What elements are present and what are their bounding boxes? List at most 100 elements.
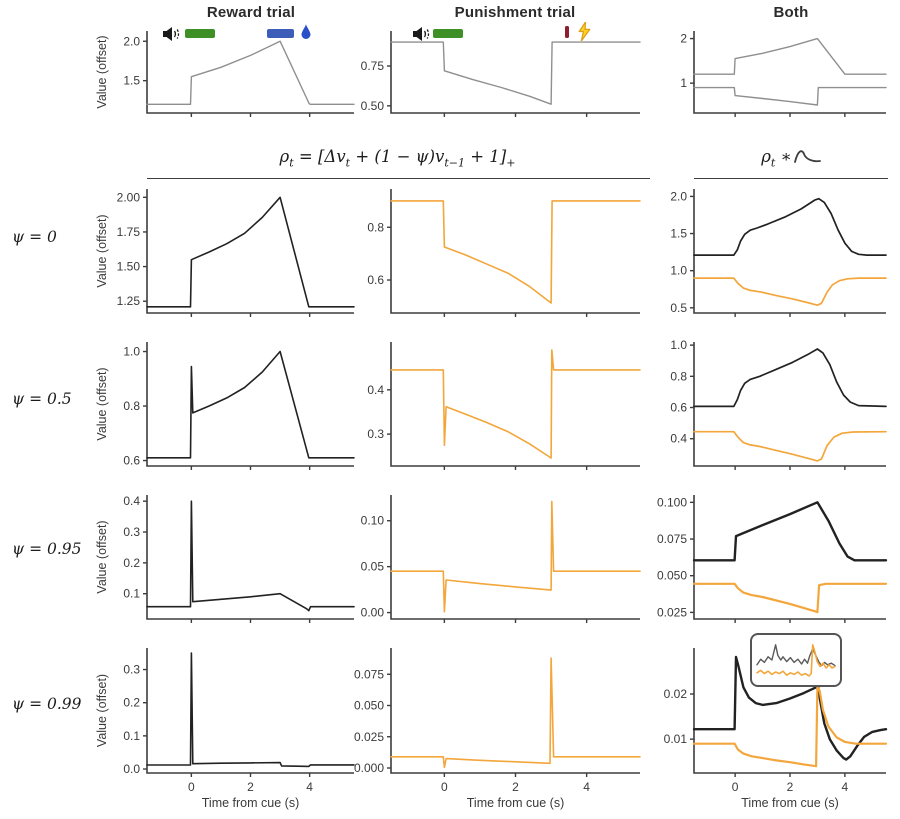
svg-text:1.25: 1.25 [117, 294, 141, 308]
svg-text:0.075: 0.075 [354, 667, 384, 681]
lightning-icon [577, 21, 592, 46]
svg-text:0.050: 0.050 [657, 569, 687, 583]
svg-text:2.00: 2.00 [117, 190, 141, 204]
svg-text:0.100: 0.100 [657, 495, 687, 509]
plot-psi0-punishment: 0.8 0.6 [345, 183, 650, 325]
row-label-psi-0.95: ψ = 0.95 [12, 540, 82, 558]
svg-text:0.4: 0.4 [367, 383, 384, 397]
svg-text:0.3: 0.3 [367, 427, 384, 441]
svg-text:0: 0 [732, 780, 739, 794]
column-title-reward: Reward trial [206, 4, 296, 21]
svg-text:0.1: 0.1 [123, 587, 140, 601]
row-label-psi-0.99: ψ = 0.99 [12, 695, 82, 713]
plot-psi095-both: 0.100 0.075 0.050 0.025 [637, 489, 890, 631]
reward-delivery-bar-blue [267, 29, 294, 38]
svg-text:0.025: 0.025 [657, 605, 687, 619]
kernel-curve-icon [793, 148, 821, 169]
svg-text:0.075: 0.075 [657, 532, 687, 546]
empirical-traces-inset [750, 633, 842, 687]
svg-text:0.2: 0.2 [123, 696, 140, 710]
svg-text:2: 2 [247, 780, 254, 794]
svg-text:Time from cue (s): Time from cue (s) [741, 796, 838, 810]
water-drop-icon [300, 24, 312, 45]
svg-text:4: 4 [306, 780, 313, 794]
svg-text:1.50: 1.50 [117, 260, 141, 274]
speaker-icon [163, 27, 181, 46]
equation-underline [147, 178, 650, 179]
svg-text:0: 0 [188, 780, 195, 794]
svg-text:0.4: 0.4 [123, 494, 140, 508]
svg-text:Value (offset): Value (offset) [95, 367, 109, 440]
speaker-icon [413, 27, 431, 46]
svg-text:Time from cue (s): Time from cue (s) [467, 796, 564, 810]
svg-text:Time from cue (s): Time from cue (s) [202, 796, 299, 810]
svg-text:0.6: 0.6 [367, 273, 384, 287]
svg-text:0.10: 0.10 [361, 514, 385, 528]
kernel-header: ρt ∗ [694, 147, 888, 169]
svg-text:Value (offset): Value (offset) [95, 520, 109, 593]
plot-psi05-punishment: 0.4 0.3 [345, 336, 650, 478]
svg-text:Value (offset): Value (offset) [95, 214, 109, 287]
svg-text:0: 0 [441, 780, 448, 794]
svg-text:1.5: 1.5 [670, 227, 687, 241]
svg-text:0.50: 0.50 [361, 99, 385, 113]
svg-text:0.8: 0.8 [123, 399, 140, 413]
svg-text:1.0: 1.0 [670, 338, 687, 352]
svg-text:0.3: 0.3 [123, 663, 140, 677]
svg-text:0.5: 0.5 [670, 301, 687, 315]
plot-psi095-reward: 0.4 0.3 0.2 0.1 Value (offset) [95, 489, 360, 631]
svg-text:4: 4 [842, 780, 849, 794]
column-title-both: Both [773, 4, 809, 21]
svg-text:1.0: 1.0 [123, 345, 140, 359]
plot-psi099-punishment: 0.075 0.050 0.025 0.000 0 2 4 Time from cue (s) [345, 642, 650, 817]
svg-text:Value (offset): Value (offset) [95, 674, 109, 747]
svg-text:1.75: 1.75 [117, 225, 141, 239]
shock-tick-icon [565, 26, 569, 38]
plot-psi0-reward: 2.00 1.75 1.50 1.25 Value (offset) [95, 183, 360, 325]
svg-text:0.025: 0.025 [354, 730, 384, 744]
rho-equation: ρt = [Δvt + (1 − ψ)vt−1 + 1]+ [279, 147, 516, 170]
svg-text:0.3: 0.3 [123, 525, 140, 539]
svg-text:0.05: 0.05 [361, 560, 385, 574]
plot-psi095-punishment: 0.10 0.05 0.00 [345, 489, 650, 631]
svg-text:4: 4 [583, 780, 590, 794]
svg-text:0.1: 0.1 [123, 729, 140, 743]
svg-text:0.6: 0.6 [670, 401, 687, 415]
svg-text:0.02: 0.02 [664, 687, 688, 701]
plot-psi099-reward: 0.3 0.2 0.1 0.0 0 2 4 Value (offset) Time from c… [95, 642, 360, 817]
svg-text:0.0: 0.0 [123, 762, 140, 776]
plot-psi05-reward: 1.0 0.8 0.6 Value (offset) [95, 336, 360, 478]
svg-text:0.8: 0.8 [670, 369, 687, 383]
plot-psi05-both: 1.0 0.8 0.6 0.4 [637, 336, 890, 478]
plot-psi0-both: 2.0 1.5 1.0 0.5 [637, 183, 890, 325]
cue-bar-green-punishment [433, 29, 463, 38]
svg-text:Value (offset): Value (offset) [95, 35, 109, 108]
plot-top-reward-overview: 2.0 1.5 Value (offset) [95, 25, 360, 125]
svg-text:0.01: 0.01 [664, 732, 688, 746]
svg-text:1.0: 1.0 [670, 264, 687, 278]
row-label-psi-0: ψ = 0 [12, 228, 57, 246]
svg-text:0.050: 0.050 [354, 699, 384, 713]
svg-text:2: 2 [680, 32, 687, 46]
svg-text:0.00: 0.00 [361, 606, 385, 620]
svg-text:2: 2 [512, 780, 519, 794]
svg-text:0.000: 0.000 [354, 761, 384, 775]
svg-text:0.6: 0.6 [123, 454, 140, 468]
svg-text:1.5: 1.5 [123, 74, 140, 88]
svg-text:0.8: 0.8 [367, 220, 384, 234]
svg-text:0.2: 0.2 [123, 556, 140, 570]
plot-top-punishment-overview: 0.75 0.50 [345, 25, 650, 125]
svg-text:0.4: 0.4 [670, 432, 687, 446]
svg-text:2.0: 2.0 [670, 189, 687, 203]
column-title-punishment: Punishment trial [454, 4, 576, 21]
row-label-psi-0.5: ψ = 0.5 [12, 390, 72, 408]
plot-inset-empirical [752, 635, 840, 685]
svg-text:0.75: 0.75 [361, 59, 385, 73]
svg-text:2.0: 2.0 [123, 34, 140, 48]
svg-text:1: 1 [680, 76, 687, 90]
cue-bar-green-reward [185, 29, 215, 38]
kernel-underline [694, 178, 888, 179]
svg-text:2: 2 [787, 780, 794, 794]
